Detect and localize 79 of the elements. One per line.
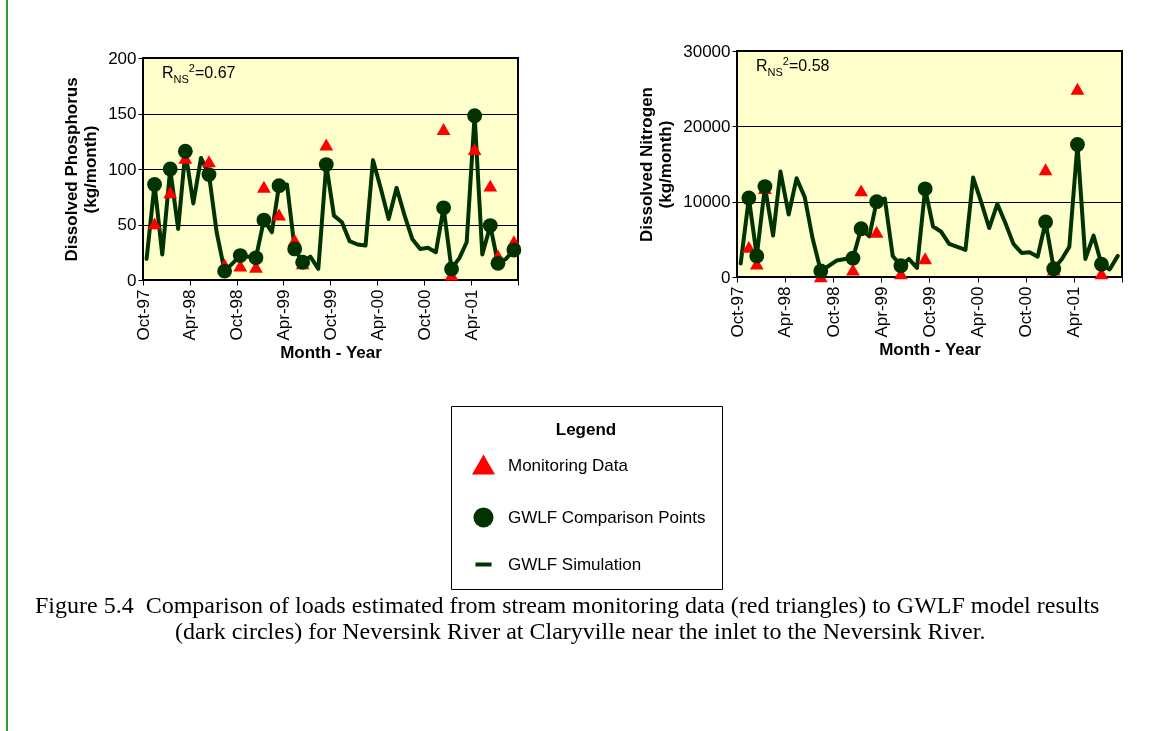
point [483,179,498,192]
point [482,218,498,234]
x-tick-label: Apr-99 [871,286,891,338]
point [467,108,483,124]
x-tick-label: Oct-99 [320,289,340,341]
point [201,167,217,182]
x-tick-label: Apr-01 [461,289,481,341]
point [248,250,264,266]
x-tick-label: Oct-00 [1016,286,1036,338]
x-tick-label: Apr-00 [968,286,988,338]
point [272,208,286,221]
point [177,143,193,159]
y-tick-label: 30000 [683,41,731,61]
y-tick-label: 50 [117,215,137,234]
annotation: R$_{NS}$$^{2}$=0.67 [162,62,236,85]
point [444,261,459,277]
legend-label: GWLF Simulation [508,554,642,574]
point [506,242,522,258]
caption: Figure 5.4 Comparison of loads estimated from stream monitoring data (red triangles) to GWLF model results (dark circles) for Neversink River at Claryville near the inlet to the Neversink River. [35,592,1101,644]
point [845,250,861,266]
point [853,221,869,237]
x-tick-label: Apr-00 [367,289,387,341]
point [1038,214,1053,230]
x-tick-label: Oct-97 [727,286,747,338]
point [749,248,765,264]
x-tick-label: Apr-01 [1064,286,1084,338]
point [741,190,757,206]
x-tick-label: Oct-97 [133,289,153,341]
y-tick-label: 200 [108,48,137,68]
legend-label: Monitoring Data [508,455,629,475]
point [147,177,162,192]
y-tick-label: 10000 [683,192,731,212]
point [257,180,271,193]
x-tick-label: Oct-98 [823,286,843,338]
point [490,255,506,271]
legend-label: GWLF Comparison Points [508,507,706,527]
legend-title: Legend [555,420,617,439]
point [287,241,303,257]
y-tick-label: 20000 [683,116,731,136]
point [202,155,216,168]
x-tick-label: Apr-99 [273,289,293,341]
x-tick-label: Apr-98 [180,289,200,341]
point [232,248,248,263]
point [318,157,334,172]
point [467,143,482,155]
point [436,123,451,136]
y-tick-label: 100 [108,159,137,179]
y-tick-label: 0 [721,267,731,287]
point [162,161,178,177]
point [1070,82,1085,95]
point [893,258,909,274]
point [917,181,933,197]
point [1094,256,1109,272]
point [271,178,287,194]
x-tick-label: Apr-98 [775,286,795,338]
y-axis-title: Dissolved Phosphorus (kg/month) [62,77,101,262]
y-tick-label: 0 [127,270,137,290]
y-axis-title: Dissolved Nitrogen (kg/month) [637,87,676,242]
y-tick-label: 150 [108,104,137,123]
x-tick-label: Oct-99 [919,286,939,338]
point [854,184,869,197]
point [869,194,885,210]
x-tick-label: Oct-98 [227,289,247,341]
annotation: R$_{NS}$$^{2}$=0.58 [756,55,830,78]
point [869,225,884,238]
point [256,212,272,228]
point [163,186,178,199]
x-axis-title: Month - Year [280,342,383,362]
x-tick-label: Oct-00 [414,289,434,341]
point [813,263,829,279]
point [217,263,233,279]
x-axis-title: Month - Year [879,339,982,359]
point [1038,163,1053,176]
point [918,252,933,265]
point [147,217,162,230]
point [1070,137,1085,152]
point [436,200,451,216]
point [319,138,334,151]
point [846,263,860,276]
